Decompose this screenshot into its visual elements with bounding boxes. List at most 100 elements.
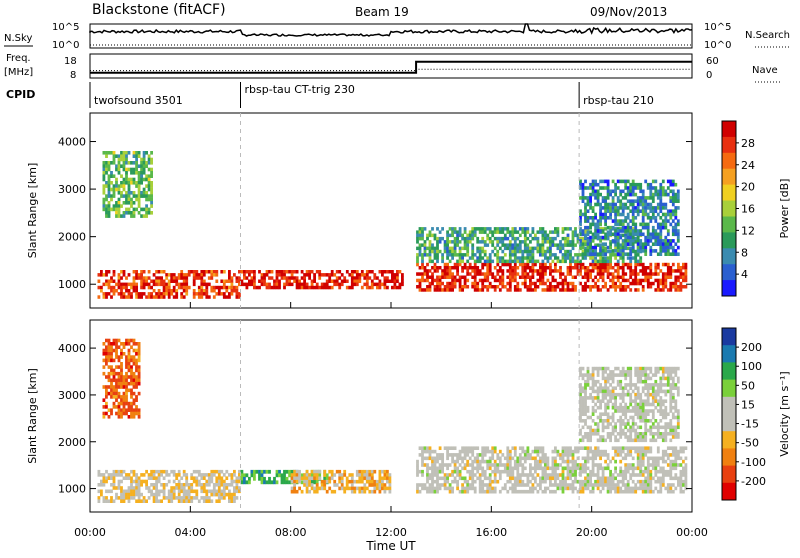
heatmap-cell	[489, 237, 492, 241]
heatmap-cell	[604, 242, 607, 246]
heatmap-cell	[637, 272, 640, 276]
heatmap-cell	[609, 477, 612, 481]
heatmap-cell	[607, 487, 610, 491]
heatmap-cell	[614, 209, 617, 213]
heatmap-cell	[501, 240, 504, 244]
heatmap-cell	[461, 487, 464, 491]
heatmap-cell	[607, 206, 610, 210]
heatmap-cell	[205, 499, 208, 503]
heatmap-cell	[474, 288, 477, 292]
heatmap-cell	[642, 386, 645, 390]
heatmap-cell	[261, 276, 264, 280]
heatmap-cell	[542, 446, 545, 450]
heatmap-cell	[639, 406, 642, 410]
heatmap-cell	[529, 256, 532, 260]
heatmap-cell	[524, 457, 527, 461]
heatmap-cell	[511, 487, 514, 491]
heatmap-cell	[466, 480, 469, 484]
heatmap-cell	[619, 213, 622, 217]
heatmap-cell	[251, 276, 254, 280]
heatmap-cell	[654, 460, 657, 464]
heatmap-cell	[416, 247, 419, 251]
heatmap-cell	[647, 457, 650, 461]
heatmap-cell	[559, 453, 562, 457]
heatmap-cell	[501, 487, 504, 491]
heatmap-cell	[133, 382, 136, 386]
heatmap-cell	[564, 227, 567, 231]
heatmap-cell	[634, 276, 637, 280]
heatmap-cell	[604, 219, 607, 223]
heatmap-cell	[108, 365, 111, 369]
heatmap-cell	[491, 230, 494, 234]
heatmap-cell	[461, 446, 464, 450]
heatmap-cell	[597, 223, 600, 227]
heatmap-cell	[341, 483, 344, 487]
heatmap-cell	[627, 252, 630, 256]
heatmap-cell	[612, 219, 615, 223]
heatmap-cell	[143, 161, 146, 165]
heatmap-cell	[527, 288, 530, 292]
heatmap-cell	[529, 269, 532, 273]
heatmap-cell	[674, 252, 677, 256]
heatmap-cell	[491, 453, 494, 457]
heatmap-cell	[306, 490, 309, 494]
heatmap-cell	[110, 349, 113, 353]
heatmap-cell	[516, 477, 519, 481]
heatmap-cell	[572, 240, 575, 244]
heatmap-cell	[506, 463, 509, 467]
heatmap-cell	[637, 463, 640, 467]
heatmap-cell	[652, 460, 655, 464]
heatmap-cell	[599, 439, 602, 443]
heatmap-cell	[624, 236, 627, 240]
heatmap-cell	[664, 190, 667, 194]
heatmap-cell	[604, 439, 607, 443]
heatmap-cell	[619, 193, 622, 197]
heatmap-cell	[557, 463, 560, 467]
heatmap-cell	[594, 249, 597, 253]
heatmap-cell	[562, 467, 565, 471]
heatmap-cell	[622, 260, 625, 264]
heatmap-cell	[205, 270, 208, 274]
heatmap-cell	[489, 240, 492, 244]
heatmap-cell	[426, 269, 429, 273]
heatmap-cell	[323, 480, 326, 484]
heatmap-cell	[183, 483, 186, 487]
heatmap-cell	[138, 382, 141, 386]
heatmap-cell	[476, 285, 479, 289]
heatmap-cell	[268, 470, 271, 474]
heatmap-cell	[253, 280, 256, 284]
heatmap-cell	[602, 429, 605, 433]
heatmap-cell	[584, 390, 587, 394]
heatmap-cell	[532, 483, 535, 487]
heatmap-cell	[183, 473, 186, 477]
heatmap-cell	[529, 276, 532, 280]
heatmap-cell	[449, 483, 452, 487]
heatmap-cell	[582, 186, 585, 190]
heatmap-cell	[622, 196, 625, 200]
heatmap-cell	[667, 249, 670, 253]
heatmap-cell	[160, 473, 163, 477]
heatmap-cell	[599, 266, 602, 270]
heatmap-cell	[399, 270, 402, 274]
heatmap-cell	[178, 499, 181, 503]
heatmap-cell	[200, 473, 203, 477]
heatmap-cell	[449, 285, 452, 289]
heatmap-cell	[604, 367, 607, 371]
heatmap-cell	[534, 460, 537, 464]
heatmap-cell	[223, 480, 226, 484]
heatmap-cell	[685, 276, 688, 280]
heatmap-cell	[624, 216, 627, 220]
heatmap-cell	[592, 236, 595, 240]
heatmap-cell	[619, 190, 622, 194]
heatmap-cell	[521, 250, 524, 254]
heatmap-cell	[429, 450, 432, 454]
heatmap-cell	[649, 239, 652, 243]
heatmap-cell	[685, 446, 688, 450]
heatmap-cell	[567, 477, 570, 481]
heatmap-cell	[649, 457, 652, 461]
heatmap-cell	[627, 236, 630, 240]
heatmap-cell	[637, 373, 640, 377]
heatmap-cell	[123, 476, 126, 480]
heatmap-cell	[153, 496, 156, 500]
heatmap-cell	[499, 463, 502, 467]
